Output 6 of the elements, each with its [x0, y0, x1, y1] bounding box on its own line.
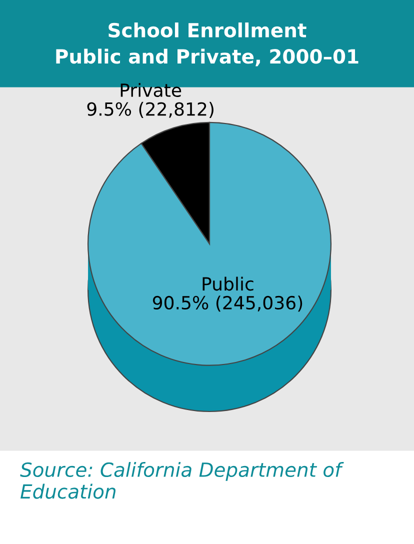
slice-label: Public — [202, 276, 254, 291]
slice-label: Private — [120, 83, 182, 98]
source-note: Source: California Department of Education — [20, 462, 344, 499]
data-label: 9.5% (22,812) — [87, 102, 214, 118]
data-label: 90.5% (245,036) — [152, 296, 302, 312]
chart-title: School Enrollment Public and Private, 2000–01 — [56, 22, 358, 66]
